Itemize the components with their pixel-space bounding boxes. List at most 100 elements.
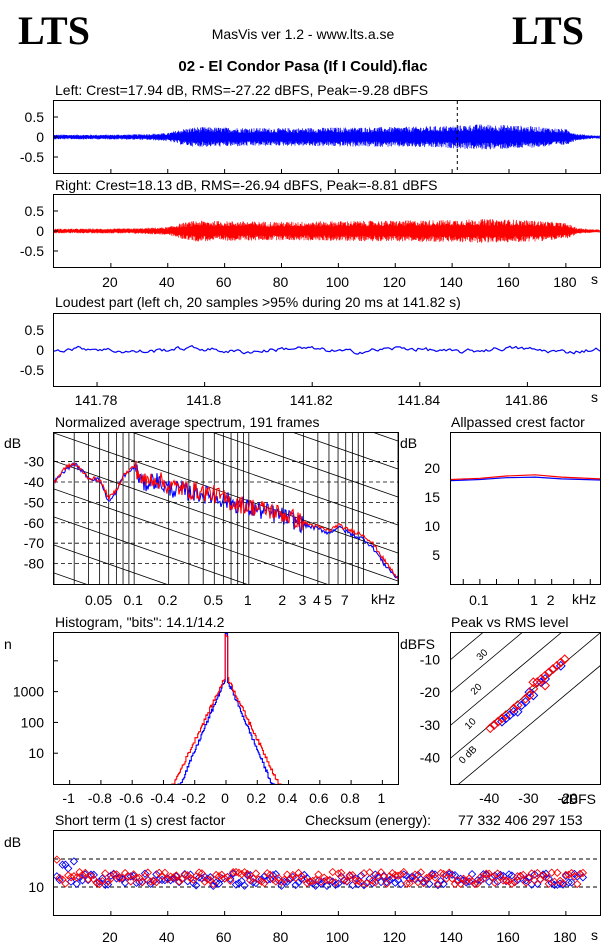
xtick-label: 141.86: [505, 392, 548, 408]
scatter-point: [528, 683, 539, 694]
crest-line-label: 0 dB: [457, 744, 480, 767]
slope-line: [293, 433, 398, 470]
crest-point: [64, 864, 73, 873]
scatter-point: [540, 670, 551, 681]
crest-line: [451, 633, 523, 693]
ytick-label: 0.5: [25, 109, 45, 125]
crest-point: [214, 879, 224, 888]
crest-point: [101, 869, 110, 878]
scatter-point: [520, 693, 531, 704]
crest-point: [98, 874, 107, 883]
ytick-label: -0.5: [20, 243, 44, 259]
ytick-label: 10: [28, 879, 44, 895]
crest-point: [197, 869, 207, 878]
xtick-label: 0.2: [158, 592, 178, 608]
xtick-label: 1: [530, 592, 538, 608]
crest-point: [160, 868, 170, 877]
crest-point: [240, 868, 249, 877]
spectrum-left-line: [54, 461, 398, 580]
crest-point: [388, 869, 397, 878]
crest-point: [516, 872, 525, 881]
left-waveform-svg: [54, 101, 600, 173]
crest-point: [75, 868, 84, 877]
crest-point: [155, 868, 164, 878]
crest-point: [462, 876, 471, 885]
loudest-part-svg: [54, 345, 600, 386]
slope-line: [54, 544, 168, 584]
crest-point: [319, 873, 329, 882]
xtick-label: 4: [313, 592, 321, 608]
crest-point: [64, 871, 73, 880]
crest-point: [465, 874, 474, 883]
crest-point: [120, 878, 130, 888]
xtick-label: 7: [341, 592, 349, 608]
crest-point: [573, 879, 582, 889]
crest-point: [129, 870, 138, 879]
xtick-label: 180: [553, 929, 577, 945]
crest-point: [570, 872, 579, 881]
checksum-value: 77 332 406 297 153: [458, 812, 583, 828]
crest-point: [564, 878, 573, 887]
crest-point: [558, 878, 568, 888]
crest-point: [550, 877, 559, 886]
waveform-xlabel: s: [591, 271, 598, 287]
crest-point: [214, 872, 224, 881]
crest-point: [374, 871, 383, 880]
crest-point: [359, 880, 369, 890]
xtick-label: 5: [324, 592, 332, 608]
crest-point: [408, 873, 417, 883]
crest-point: [456, 879, 465, 889]
crest-line-label: 10: [463, 716, 479, 732]
xtick-label: 40: [159, 274, 175, 290]
crest-point: [371, 878, 380, 887]
crest-point: [226, 874, 235, 884]
scatter-point: [551, 660, 562, 671]
crest-point: [530, 876, 539, 885]
file-title: 02 - El Condor Pasa (If I Could).flac: [178, 58, 428, 75]
xtick-label: -0.2: [182, 790, 206, 806]
xtick-label: 2: [547, 592, 555, 608]
crest-point: [396, 870, 406, 879]
crest-point: [257, 877, 266, 886]
xtick-label: 0.5: [204, 592, 224, 608]
xtick-label: 141.82: [290, 392, 333, 408]
right-waveform-plot: [53, 194, 601, 268]
crest-point: [473, 879, 482, 888]
crest-point: [504, 877, 514, 886]
lts-logo-right: LTS: [512, 8, 584, 53]
ytick-label: 0.5: [25, 203, 45, 219]
crest-point: [72, 879, 81, 889]
xtick-label: 80: [273, 929, 289, 945]
crest-point: [405, 879, 414, 888]
ytick-label: 0: [36, 129, 44, 145]
xtick-label: -0.4: [150, 790, 174, 806]
scatter-point: [508, 703, 519, 714]
scatter-point: [555, 657, 566, 668]
scatter-point: [528, 677, 539, 688]
xtick-label: 0.6: [309, 790, 329, 806]
xtick-label: 2: [278, 592, 286, 608]
scatter-point: [485, 723, 496, 734]
xtick-label: 1: [244, 592, 252, 608]
crest-point: [277, 877, 286, 887]
crest-point: [285, 874, 295, 883]
short-term-crest-svg: [54, 855, 600, 915]
crest-factor-plot: [450, 432, 601, 585]
ytick-label: -70: [24, 535, 44, 551]
crest-point: [69, 857, 79, 866]
xtick-label: -40: [479, 790, 499, 806]
crest-point: [348, 871, 357, 880]
crest-point: [359, 869, 369, 878]
ytick-label: 0: [36, 342, 44, 358]
ytick-label: -30: [420, 717, 440, 733]
left-waveform-title: Left: Crest=17.94 dB, RMS=-27.22 dBFS, P…: [55, 82, 429, 98]
checksum-label: Checksum (energy):: [305, 812, 432, 828]
crest-line-label: 20: [469, 682, 485, 698]
scatter-point: [524, 687, 535, 698]
crest-point: [174, 877, 184, 887]
crest-point: [533, 868, 542, 878]
xtick-label: -0.8: [88, 790, 112, 806]
crest-point: [479, 874, 488, 883]
crest-point: [263, 869, 272, 878]
crest-point: [200, 877, 209, 886]
